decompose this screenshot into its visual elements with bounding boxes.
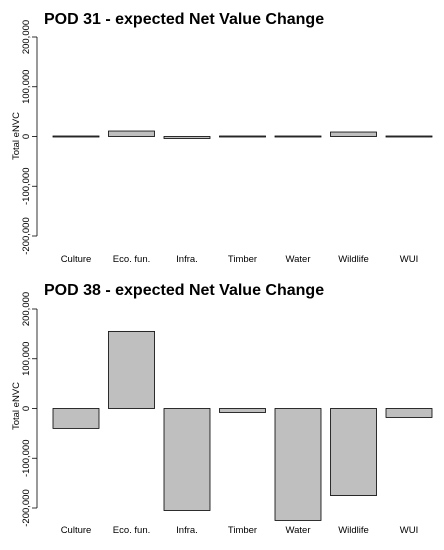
x-axis-categories: Culture Eco. fun. Infra. Timber Water Wildlif… xyxy=(61,254,419,265)
bar-culture xyxy=(52,408,100,429)
bar-water xyxy=(274,408,322,521)
bar-timber xyxy=(219,135,266,138)
bar-timber xyxy=(219,408,266,413)
chart-title: POD 38 - expected Net Value Change xyxy=(44,282,324,299)
y-axis-label: Total eNVC xyxy=(11,112,22,160)
bar-eco-fun xyxy=(108,330,155,409)
bar-wui xyxy=(385,408,433,418)
x-axis-categories: Culture Eco. fun. Infra. Timber Water Wildlif… xyxy=(61,525,419,536)
x-category-label: Culture xyxy=(61,254,92,265)
bar-infra xyxy=(163,136,211,139)
bar-culture xyxy=(52,135,100,138)
x-category-label: Culture xyxy=(61,525,92,536)
y-tick-label: 0 xyxy=(21,406,32,411)
x-category-label: Infra. xyxy=(176,525,198,536)
x-category-label: Wildlife xyxy=(338,254,369,265)
bar-wui xyxy=(385,135,433,138)
y-tick-label: 100,000 xyxy=(21,70,32,104)
x-category-label: WUI xyxy=(400,525,418,536)
y-tick-label: 100,000 xyxy=(21,342,32,376)
x-category-label: Water xyxy=(286,525,311,536)
y-tick-label: -100,000 xyxy=(21,167,32,205)
y-tick-label: 200,000 xyxy=(21,20,32,54)
y-tick-label: -200,000 xyxy=(21,489,32,527)
chart-pod-38: POD 38 - expected Net Value Change Total… xyxy=(11,282,433,536)
x-category-label: Timber xyxy=(228,525,257,536)
chart-title: POD 31 - expected Net Value Change xyxy=(44,11,324,28)
x-category-label: Water xyxy=(286,254,311,265)
chart-pod-31: POD 31 - expected Net Value Change Total… xyxy=(11,11,433,265)
y-axis: 200,000 100,000 0 -100,000 -200,000 xyxy=(21,20,38,255)
bars xyxy=(52,330,433,521)
x-category-label: WUI xyxy=(400,254,418,265)
bar-water xyxy=(274,135,322,138)
x-category-label: Wildlife xyxy=(338,525,369,536)
bar-wildlife xyxy=(330,131,377,137)
x-category-label: Eco. fun. xyxy=(113,254,151,265)
bar-infra xyxy=(163,408,211,511)
bar-eco-fun xyxy=(108,130,155,137)
x-category-label: Infra. xyxy=(176,254,198,265)
bars xyxy=(52,130,433,139)
x-category-label: Eco. fun. xyxy=(113,525,151,536)
y-tick-label: 200,000 xyxy=(21,292,32,326)
y-axis-label: Total eNVC xyxy=(11,382,22,430)
bar-wildlife xyxy=(330,408,377,496)
y-tick-label: -100,000 xyxy=(21,439,32,477)
y-axis: 200,000 100,000 0 -100,000 -200,000 xyxy=(21,292,38,527)
y-tick-label: -200,000 xyxy=(21,217,32,255)
y-tick-label: 0 xyxy=(21,134,32,139)
x-category-label: Timber xyxy=(228,254,257,265)
